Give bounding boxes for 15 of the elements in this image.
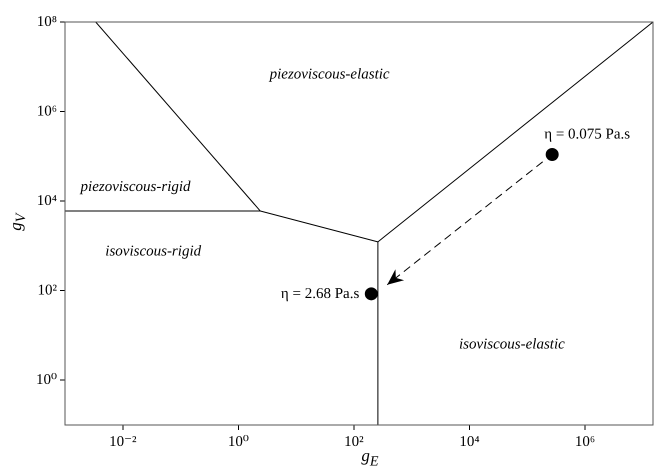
annotation: piezoviscous-rigid: [80, 179, 192, 196]
y-tick-label: 10⁰: [36, 372, 57, 388]
x-tick-label: 10⁴: [459, 434, 480, 450]
x-tick-label: 10⁻²: [109, 434, 137, 450]
y-tick-label: 10²: [38, 282, 58, 299]
x-tick-label: 10⁶: [574, 434, 596, 450]
y-tick-label: 10⁸: [36, 14, 57, 30]
y-tick-label: 10⁶: [36, 103, 57, 120]
annotation: isoviscous-elastic: [458, 336, 566, 352]
annotation: η = 2.68 Pa.s: [280, 286, 360, 302]
annotation: η = 0.075 Pa.s: [544, 126, 630, 142]
annotation: isoviscous-rigid: [105, 244, 202, 260]
y-tick-label: 10⁴: [36, 193, 57, 210]
annotation: piezoviscous-elastic: [268, 66, 390, 82]
x-tick-label: 10⁰: [228, 434, 249, 450]
